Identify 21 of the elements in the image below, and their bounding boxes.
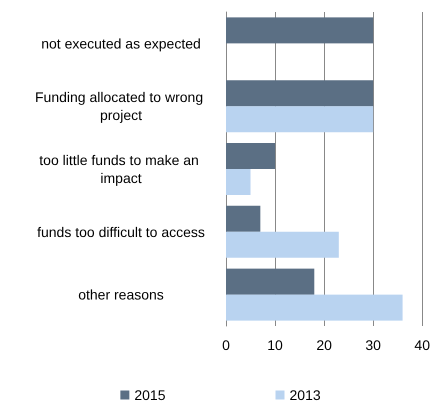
bar	[226, 80, 374, 106]
y-tick-label: too little funds to make an impact	[39, 152, 203, 186]
legend-label: 2015	[134, 387, 166, 403]
y-tick-label: other reasons	[78, 286, 164, 303]
y-tick-label: funds too difficult to access	[37, 224, 205, 240]
bar	[226, 232, 339, 258]
y-tick-label: not executed as expected	[41, 35, 201, 52]
x-tick-label: 20	[316, 337, 332, 353]
x-tick-label: 10	[267, 337, 284, 353]
bar	[226, 106, 374, 132]
y-tick-label: Funding allocated to wrong project	[35, 89, 207, 124]
x-tick-label: 40	[414, 337, 430, 353]
bar	[226, 143, 276, 169]
x-tick-label: 30	[365, 337, 382, 353]
bar	[226, 169, 251, 195]
bar	[226, 17, 374, 44]
bar	[226, 206, 260, 232]
legend-label: 2013	[290, 387, 321, 403]
x-tick-label: 0	[222, 337, 230, 353]
bar	[226, 268, 314, 295]
bar	[226, 294, 403, 321]
